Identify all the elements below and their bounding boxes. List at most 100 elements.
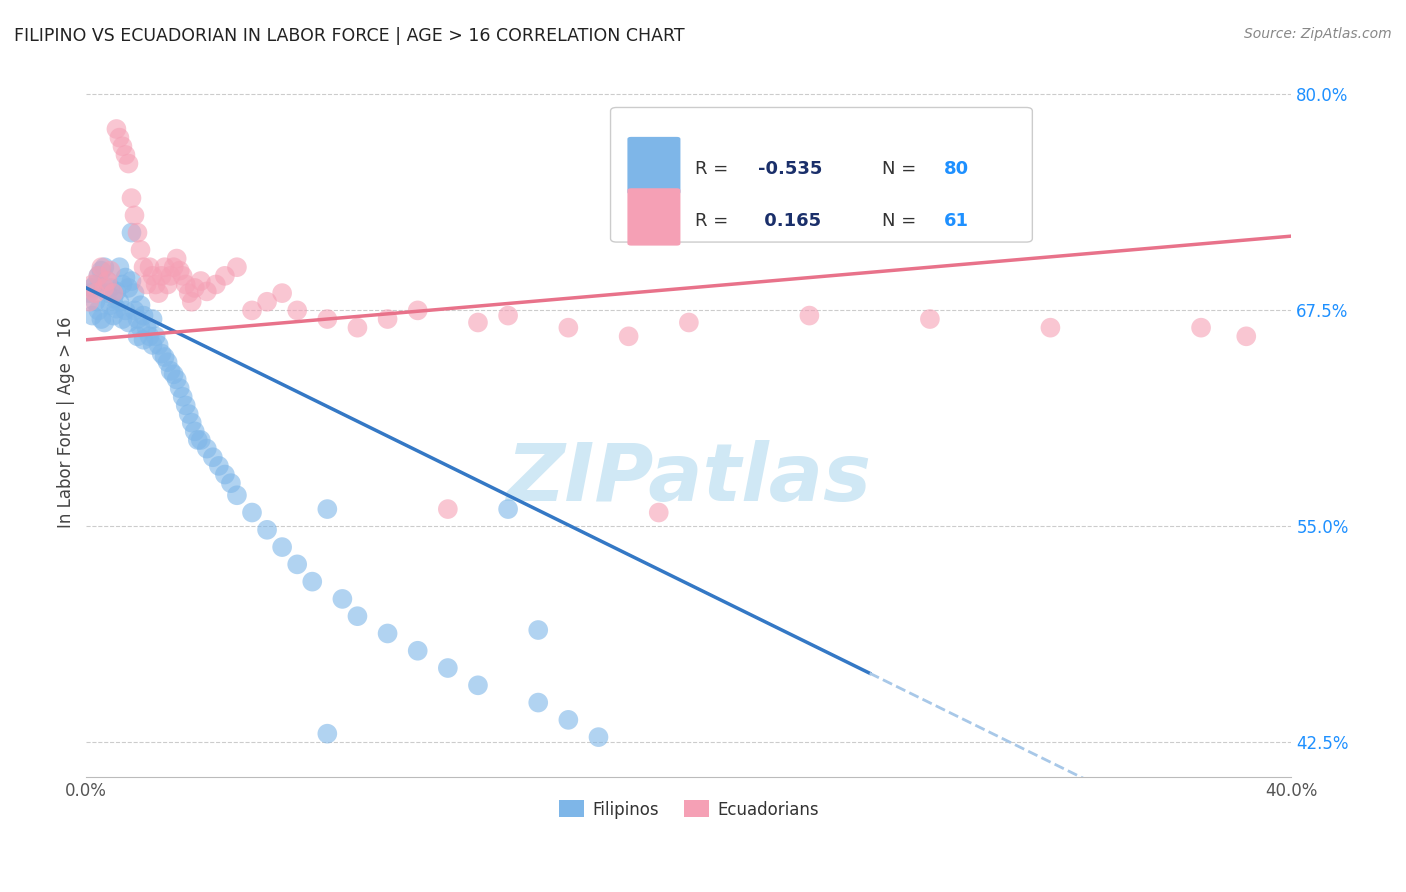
Point [129,298,152,312]
Point [346,609,368,624]
Point [96,274,118,288]
Point [127,312,149,326]
Point [108,294,131,309]
Text: -0.535: -0.535 [758,161,823,178]
Point [195,285,218,299]
Point [132,260,155,275]
Point [678,316,700,330]
Point [142,338,165,352]
Point [153,350,176,364]
Point [799,309,821,323]
Point [87,268,110,283]
FancyBboxPatch shape [610,107,1032,242]
Point [377,626,399,640]
Point [166,252,188,266]
Point [377,312,399,326]
Point [184,281,207,295]
Point [180,416,202,430]
Point [127,329,149,343]
Point [148,286,170,301]
Point [135,320,157,334]
Point [156,355,179,369]
Point [100,281,122,295]
Point [96,286,118,301]
Text: 80: 80 [945,161,970,178]
Point [177,407,200,421]
Point [316,312,339,326]
Text: R =: R = [695,211,734,230]
Point [148,338,170,352]
Point [406,644,429,658]
Point [145,329,167,343]
Point [617,329,640,343]
Point [79,286,101,301]
Point [256,523,278,537]
FancyBboxPatch shape [627,188,681,245]
Point [527,623,550,637]
Text: FILIPINO VS ECUADORIAN IN LABOR FORCE | AGE > 16 CORRELATION CHART: FILIPINO VS ECUADORIAN IN LABOR FORCE | … [14,27,685,45]
Point [169,263,191,277]
Point [124,208,146,222]
Point [138,329,160,343]
Text: Source: ZipAtlas.com: Source: ZipAtlas.com [1244,27,1392,41]
Point [127,226,149,240]
Point [177,286,200,301]
Point [121,191,143,205]
Point [1039,320,1062,334]
Point [121,226,143,240]
Point [496,502,519,516]
Point [918,312,941,326]
Point [316,502,339,516]
Text: ZIPatlas: ZIPatlas [506,441,872,518]
Point [184,425,207,439]
Point [240,506,263,520]
Point [153,260,176,275]
Point [108,130,131,145]
Point [114,148,136,162]
Point [166,372,188,386]
Point [82,277,104,292]
Point [467,678,489,692]
Point [219,476,242,491]
Point [111,139,134,153]
Point [437,502,460,516]
Point [103,286,125,301]
Point [114,270,136,285]
Point [437,661,460,675]
Point [121,274,143,288]
Point [163,260,186,275]
Point [100,298,122,312]
Point [557,713,579,727]
Point [79,294,101,309]
Point [214,268,236,283]
Text: 0.165: 0.165 [758,211,821,230]
Point [156,277,179,292]
Point [163,368,186,382]
Point [180,294,202,309]
Point [87,303,110,318]
Point [129,243,152,257]
Point [96,274,118,288]
Point [467,316,489,330]
Point [142,268,165,283]
Point [90,263,112,277]
Text: 61: 61 [945,211,969,230]
Point [1189,320,1212,334]
Point [588,730,610,744]
Point [332,591,354,606]
Point [117,281,139,295]
Point [172,268,194,283]
Point [195,442,218,456]
Point [103,309,125,323]
Point [93,260,115,275]
Point [226,488,249,502]
Point [187,433,209,447]
Point [142,312,165,326]
Text: N =: N = [882,211,922,230]
Point [256,294,278,309]
Point [84,286,107,301]
Point [208,458,231,473]
Point [93,316,115,330]
Point [285,303,308,318]
Point [90,312,112,326]
